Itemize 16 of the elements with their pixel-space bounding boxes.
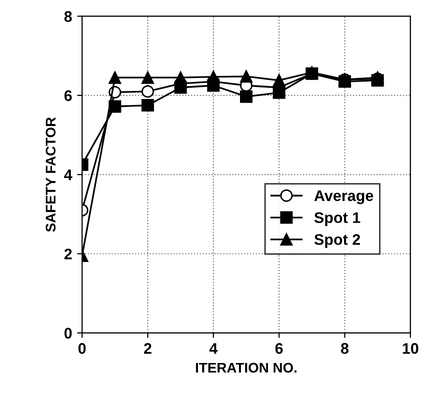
legend-label: Spot 2 [314, 234, 360, 248]
y-tick-label: 6 [64, 90, 72, 102]
y-tick-label: 8 [64, 11, 72, 22]
y-tick-label: 4 [64, 170, 72, 180]
legend-label: Spot 1 [314, 212, 360, 226]
legend-label: Average [314, 190, 374, 204]
y-tick-label: 2 [64, 248, 72, 260]
x-tick-label: 2 [144, 343, 152, 354]
x-axis-title: ITERATION NO. [196, 362, 296, 373]
x-tick-label: 10 [402, 343, 418, 354]
x-tick-label: 8 [340, 343, 349, 354]
x-tick-label: 4 [209, 343, 218, 354]
y-tick-label: 0 [64, 328, 72, 339]
y-axis-title: SAFETY FACTOR [46, 117, 56, 232]
x-tick-label: 0 [78, 343, 86, 354]
x-tick-label: 6 [275, 343, 283, 354]
